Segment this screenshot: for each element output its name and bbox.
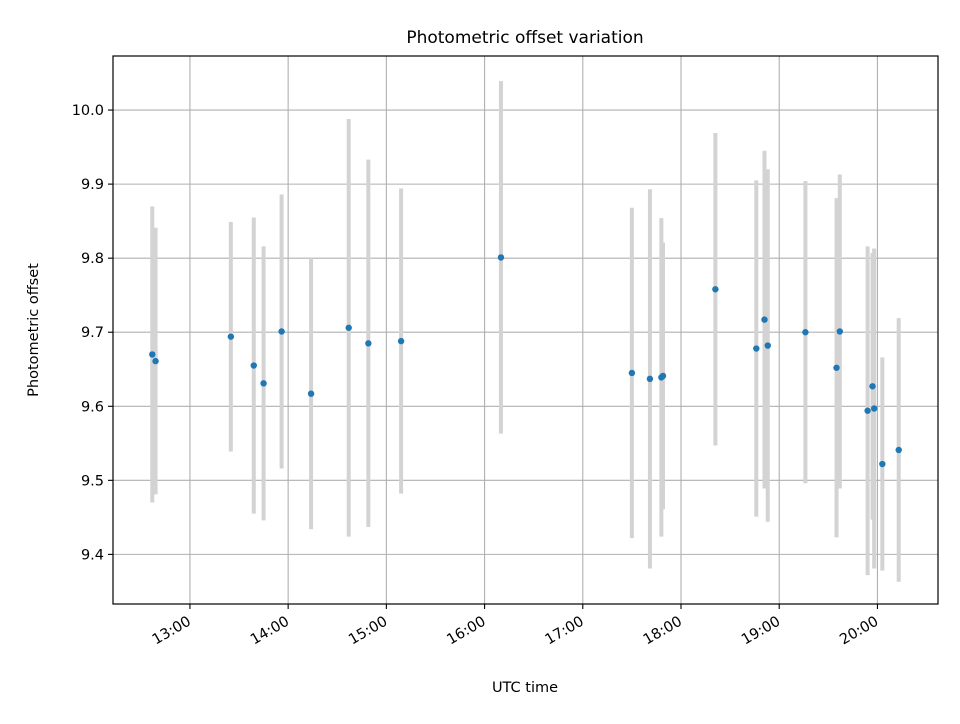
data-point <box>397 337 405 345</box>
y-tick-label: 9.4 <box>81 547 104 563</box>
chart-title: Photometric offset variation <box>406 28 643 48</box>
data-point <box>870 405 878 412</box>
data-point <box>149 351 156 358</box>
y-ticks: 9.4 9.5 9.6 9.7 9.8 9.9 10.0 <box>72 103 113 563</box>
y-tick-label: 9.6 <box>81 399 104 415</box>
data-point <box>250 362 257 369</box>
data-point <box>836 328 843 335</box>
axes-frame <box>112 55 939 605</box>
data-point <box>879 460 886 468</box>
data-point <box>659 372 667 380</box>
y-tick-label: 9.8 <box>81 251 104 267</box>
data-point <box>895 446 902 454</box>
data-point <box>307 390 315 397</box>
data-point <box>278 328 285 335</box>
y-tick-label: 9.5 <box>81 473 104 489</box>
data-point <box>764 342 771 349</box>
data-point <box>864 407 871 414</box>
data-point <box>497 254 505 261</box>
points <box>149 254 902 468</box>
data-point <box>628 369 636 377</box>
data-point <box>227 333 235 340</box>
data-point <box>869 383 876 390</box>
data-point <box>646 375 654 383</box>
grid <box>113 56 938 604</box>
data-point <box>345 324 352 331</box>
data-point <box>761 316 768 323</box>
x-axis-label: UTC time <box>492 680 558 696</box>
y-tick-label: 9.9 <box>81 177 104 193</box>
y-tick-label: 10.0 <box>72 103 104 119</box>
y-tick-label: 9.7 <box>81 325 104 341</box>
data-point <box>802 329 809 336</box>
data-point <box>260 380 267 387</box>
data-point <box>152 357 159 365</box>
data-point <box>833 364 840 371</box>
data-point <box>712 286 719 293</box>
data-point <box>365 340 372 347</box>
y-axis-label: Photometric offset <box>26 263 42 397</box>
data-point <box>753 345 760 352</box>
